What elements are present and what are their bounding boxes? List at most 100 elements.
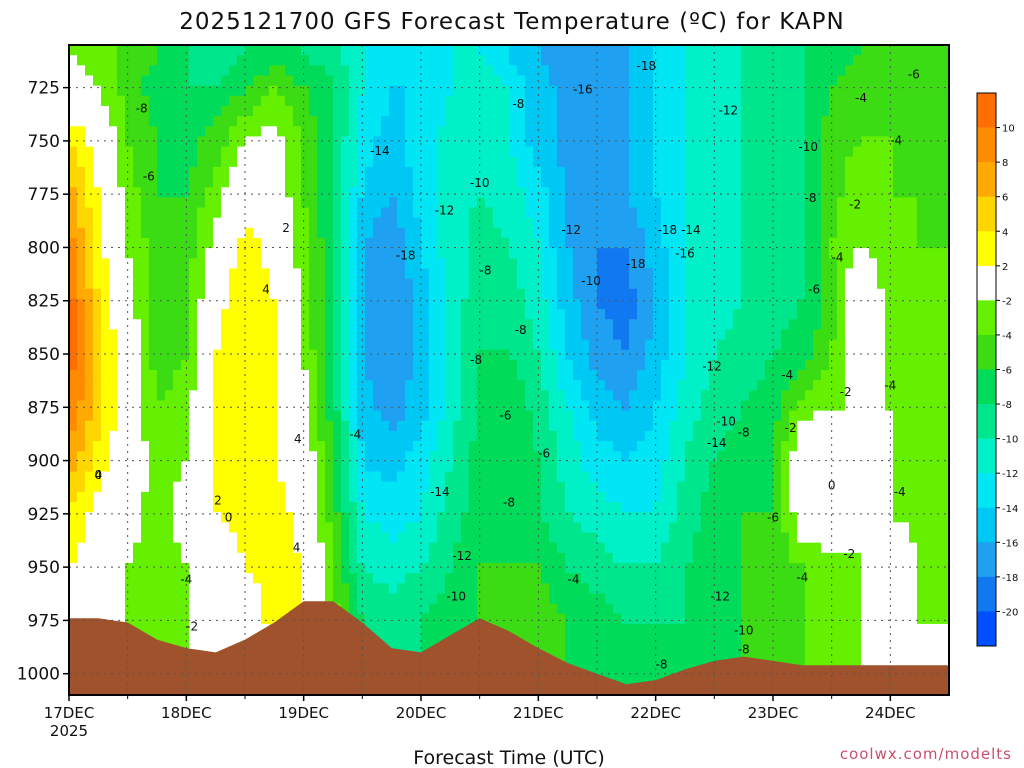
temperature-cell [109,136,118,148]
temperature-cell [573,248,582,259]
temperature-cell [125,187,134,198]
temperature-cell [669,359,678,371]
temperature-cell [669,380,678,391]
temperature-cell [173,95,182,107]
temperature-cell [317,542,326,554]
temperature-cell [357,55,366,66]
temperature-cell [365,380,374,391]
temperature-cell [565,603,574,615]
temperature-cell [85,197,94,209]
temperature-cell [141,390,150,402]
temperature-cell [405,278,414,290]
temperature-cell [117,319,126,330]
temperature-cell [149,146,158,158]
temperature-cell [517,593,526,605]
temperature-cell [157,166,166,178]
temperature-cell [229,217,238,229]
temperature-cell [213,370,222,381]
temperature-cell [517,359,526,371]
temperature-cell [317,65,326,77]
temperature-cell [565,481,574,493]
temperature-cell [261,532,270,544]
temperature-cell [141,522,150,534]
temperature-cell [141,502,150,513]
temperature-cell [437,471,446,483]
temperature-cell [349,339,358,351]
temperature-cell [437,441,446,452]
temperature-cell [421,258,430,270]
temperature-cell [133,85,142,97]
temperature-cell [141,461,150,473]
temperature-cell [133,177,142,188]
temperature-cell [645,75,654,87]
temperature-cell [261,502,270,513]
temperature-cell [261,197,270,209]
temperature-cell [85,359,94,371]
temperature-cell [589,390,598,402]
temperature-cell [645,623,654,635]
temperature-cell [237,339,246,351]
temperature-cell [605,532,614,544]
temperature-cell [541,390,550,402]
temperature-cell [197,85,206,97]
temperature-cell [85,136,94,148]
temperature-cell [453,248,462,259]
temperature-cell [237,623,246,635]
temperature-cell [221,461,230,473]
temperature-cell [181,105,190,117]
temperature-cell [213,329,222,341]
temperature-cell [525,512,534,523]
temperature-cell [533,634,542,645]
temperature-cell [205,461,214,473]
temperature-cell [117,65,126,77]
temperature-cell [237,146,246,158]
temperature-cell [637,146,646,158]
temperature-cell [173,552,182,564]
temperature-cell [181,319,190,330]
temperature-cell [557,95,566,107]
temperature-cell [589,207,598,219]
temperature-cell [525,623,534,635]
temperature-cell [429,146,438,158]
temperature-cell [253,65,262,77]
temperature-cell [613,126,622,138]
temperature-cell [525,177,534,188]
temperature-cell [269,75,278,87]
temperature-cell [349,156,358,168]
temperature-cell [429,613,438,625]
temperature-cell [453,55,462,66]
temperature-cell [509,329,518,341]
temperature-cell [285,75,294,87]
temperature-cell [229,583,238,595]
temperature-cell [413,349,422,361]
temperature-cell [325,471,334,483]
temperature-cell [661,146,670,158]
temperature-cell [429,552,438,564]
temperature-cell [141,400,150,412]
temperature-cell [245,227,254,239]
temperature-cell [309,75,318,87]
temperature-cell [357,116,366,127]
temperature-cell [573,370,582,381]
temperature-cell [101,522,110,534]
temperature-cell [557,603,566,615]
temperature-cell [261,258,270,270]
temperature-cell [101,85,110,97]
temperature-cell [525,329,534,341]
temperature-cell [637,461,646,473]
temperature-cell [557,177,566,188]
temperature-cell [221,268,230,280]
temperature-cell [109,288,118,300]
temperature-cell [453,359,462,371]
temperature-cell [229,562,238,574]
temperature-cell [269,593,278,605]
temperature-cell [181,166,190,178]
temperature-cell [389,227,398,239]
temperature-cell [605,441,614,452]
temperature-cell [653,217,662,229]
temperature-cell [421,309,430,320]
temperature-cell [525,319,534,330]
temperature-cell [317,248,326,259]
temperature-cell [405,166,414,178]
temperature-cell [605,370,614,381]
